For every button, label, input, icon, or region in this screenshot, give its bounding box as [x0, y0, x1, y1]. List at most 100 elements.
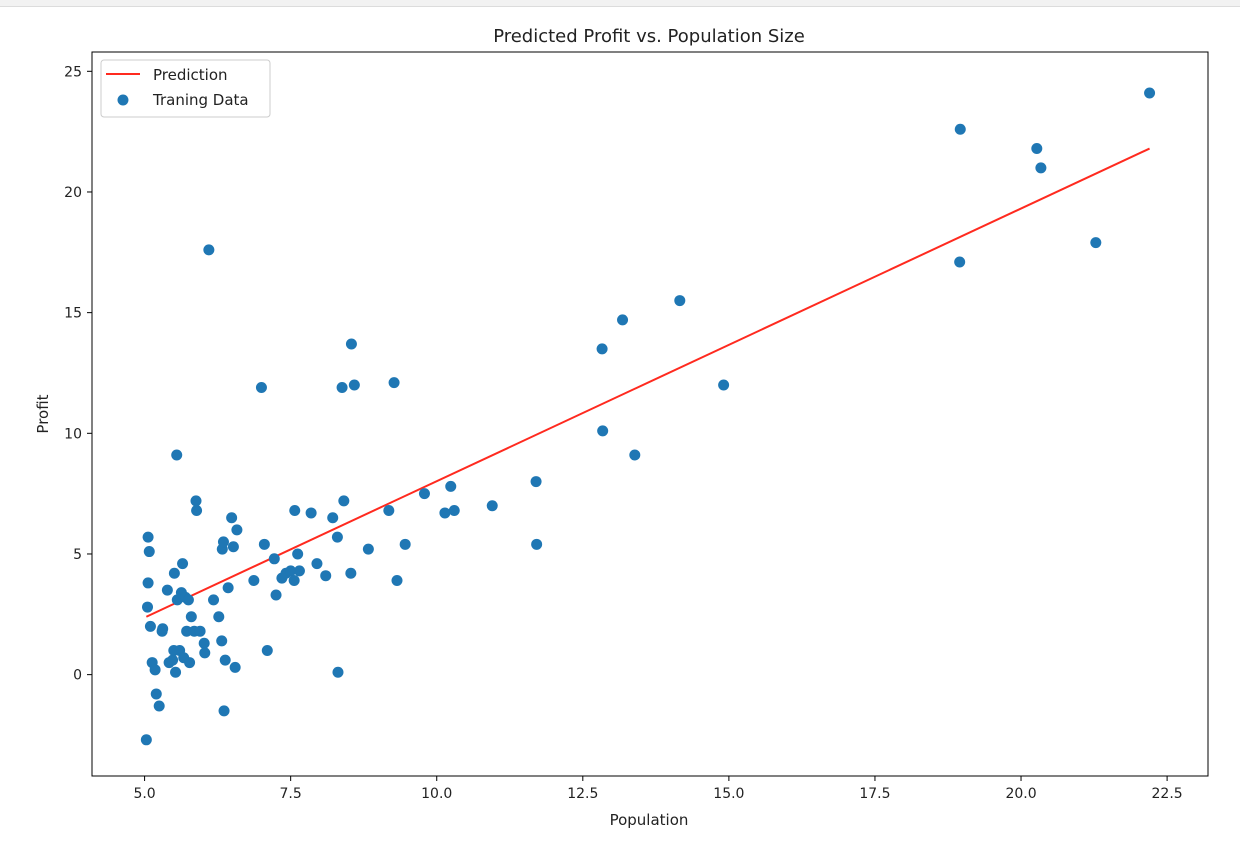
training-data-point — [191, 505, 203, 517]
y-tick-label: 5 — [73, 547, 82, 563]
training-data-point — [140, 734, 152, 746]
training-data-point — [149, 664, 161, 676]
training-data-point — [348, 379, 360, 391]
training-data-point — [448, 505, 460, 517]
legend: Prediction Traning Data — [100, 59, 271, 118]
training-data-point — [258, 538, 270, 550]
training-data-point — [177, 558, 189, 570]
training-data-point — [486, 500, 498, 512]
legend-prediction-label: Prediction — [153, 66, 228, 84]
training-data-point — [171, 449, 183, 461]
training-data-point — [285, 565, 297, 577]
training-data-point — [222, 582, 234, 594]
training-data-point — [198, 637, 210, 649]
y-tick-label: 10 — [64, 426, 82, 442]
training-data-point — [227, 541, 239, 553]
training-data-point — [157, 623, 169, 635]
training-data-point — [418, 488, 430, 500]
x-tick-label: 17.5 — [859, 786, 890, 802]
training-data-point — [248, 575, 260, 587]
training-data-point — [213, 611, 225, 623]
training-data-point — [383, 505, 395, 517]
training-data-point — [1035, 162, 1047, 174]
training-data-point — [143, 546, 155, 558]
x-tick-label: 12.5 — [567, 786, 598, 802]
y-axis-label: Profit — [34, 394, 52, 433]
y-tick-label: 0 — [73, 668, 82, 684]
legend-training-label: Traning Data — [152, 91, 249, 109]
training-data-point — [336, 381, 348, 393]
training-data-point — [261, 645, 273, 657]
training-data-point — [718, 379, 730, 391]
training-data-point — [142, 531, 154, 543]
training-data-point — [331, 531, 343, 543]
chart-title: Predicted Profit vs. Population Size — [493, 26, 805, 47]
training-data-point — [311, 558, 323, 570]
y-tick-label: 15 — [64, 306, 82, 322]
training-data-point — [289, 505, 301, 517]
training-data-point — [142, 601, 154, 613]
training-data-point — [531, 538, 543, 550]
plot-frame — [91, 51, 1209, 777]
legend-box — [100, 59, 271, 118]
notebook-cell-edge — [0, 0, 1240, 7]
training-data-point — [327, 512, 339, 524]
training-data-point — [305, 507, 317, 519]
training-data-point — [170, 666, 182, 678]
training-data-point — [530, 476, 542, 488]
training-data-point — [391, 575, 403, 587]
legend-training-swatch — [117, 94, 129, 106]
training-data-point — [288, 575, 300, 587]
y-tick-label: 25 — [64, 64, 82, 80]
ticks-layer: 5.0 7.5 10.0 12.5 15.0 17.5 20.0 22.5 0 5 10 15 20 25 — [64, 64, 1183, 802]
training-data-point — [203, 244, 215, 256]
training-data-point — [292, 548, 304, 560]
x-tick-label: 20.0 — [1005, 786, 1036, 802]
training-data-point — [153, 700, 165, 712]
x-tick-label: 5.0 — [133, 786, 155, 802]
training-data-point — [144, 620, 156, 632]
series-layer — [140, 87, 1156, 746]
x-axis-label: Population — [610, 811, 689, 829]
training-data-point — [167, 654, 179, 666]
training-data-point — [208, 594, 220, 606]
training-data-point — [181, 625, 193, 637]
training-data-point — [445, 480, 457, 492]
training-data-point — [1144, 87, 1156, 99]
training-data-point — [439, 507, 451, 519]
training-data-point — [293, 565, 305, 577]
training-data-point — [161, 584, 173, 596]
training-data-point — [1090, 237, 1102, 249]
training-data-point — [199, 647, 211, 659]
training-data-point — [345, 567, 357, 579]
training-data-point — [229, 661, 241, 673]
training-data-point — [150, 688, 162, 700]
training-data-point — [345, 338, 357, 350]
training-data-point — [617, 314, 629, 326]
training-data-point — [399, 538, 411, 550]
training-data-point — [194, 625, 206, 637]
training-data-point — [184, 657, 196, 669]
x-tick-label: 22.5 — [1152, 786, 1183, 802]
prediction-line — [145, 147, 1150, 618]
y-tick-label: 20 — [64, 185, 82, 201]
training-data-point — [338, 495, 350, 507]
x-tick-label: 7.5 — [280, 786, 302, 802]
training-data-point — [332, 666, 344, 678]
training-data-point — [142, 577, 154, 589]
training-data-point — [674, 295, 686, 307]
training-data-point — [954, 256, 966, 268]
training-data-point — [190, 495, 202, 507]
training-data-point — [185, 611, 197, 623]
training-data-point — [362, 543, 374, 555]
training-data-point — [270, 589, 282, 601]
training-data-point — [231, 524, 243, 536]
x-tick-label: 10.0 — [421, 786, 452, 802]
training-data-point — [629, 449, 641, 461]
training-data-point — [597, 425, 609, 437]
training-data-point — [1031, 143, 1043, 155]
training-data-point — [954, 123, 966, 135]
training-data-point — [216, 635, 228, 647]
training-data-point — [388, 377, 400, 389]
